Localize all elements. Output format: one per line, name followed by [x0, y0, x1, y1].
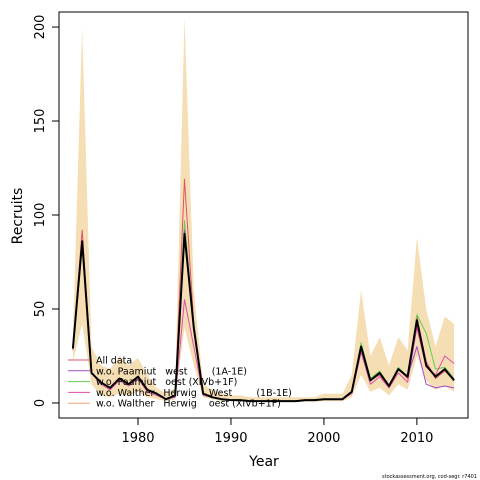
y-tick-label: 200 — [33, 15, 48, 40]
series-line-0 — [71, 232, 455, 403]
x-tick-label: 2000 — [307, 431, 340, 446]
x-tick-label: 2010 — [400, 431, 433, 446]
y-tick-label: 100 — [33, 203, 48, 228]
x-axis: 1980 1990 2000 2010 — [121, 417, 433, 446]
credit-text: stockassessment.org, cod-segr. r7401 — [382, 474, 477, 480]
series-layer — [71, 178, 455, 403]
y-tick-label: 0 — [33, 399, 48, 407]
y-axis: 0 50 100 150 200 — [33, 15, 60, 407]
legend-label: All data — [96, 356, 132, 367]
x-tick-label: 1980 — [121, 431, 154, 446]
x-tick-label: 1990 — [214, 431, 247, 446]
legend-label: w.o. Paamiut oest (XIVb+1F) — [96, 377, 237, 388]
y-tick-label: 150 — [33, 109, 48, 134]
x-axis-title: Year — [248, 454, 279, 470]
confidence-band-layer — [72, 17, 455, 402]
y-tick-label: 50 — [33, 301, 48, 318]
y-axis-title: Recruits — [10, 188, 26, 245]
legend-label: w.o. Walther Herwig oest (XIVb+1F) — [96, 399, 281, 410]
legend-label: w.o. Walther Herwig West (1B-1E) — [96, 388, 292, 399]
legend-label: w.o. Paamiut west (1A-1E) — [96, 366, 247, 377]
confidence-band — [72, 17, 455, 402]
